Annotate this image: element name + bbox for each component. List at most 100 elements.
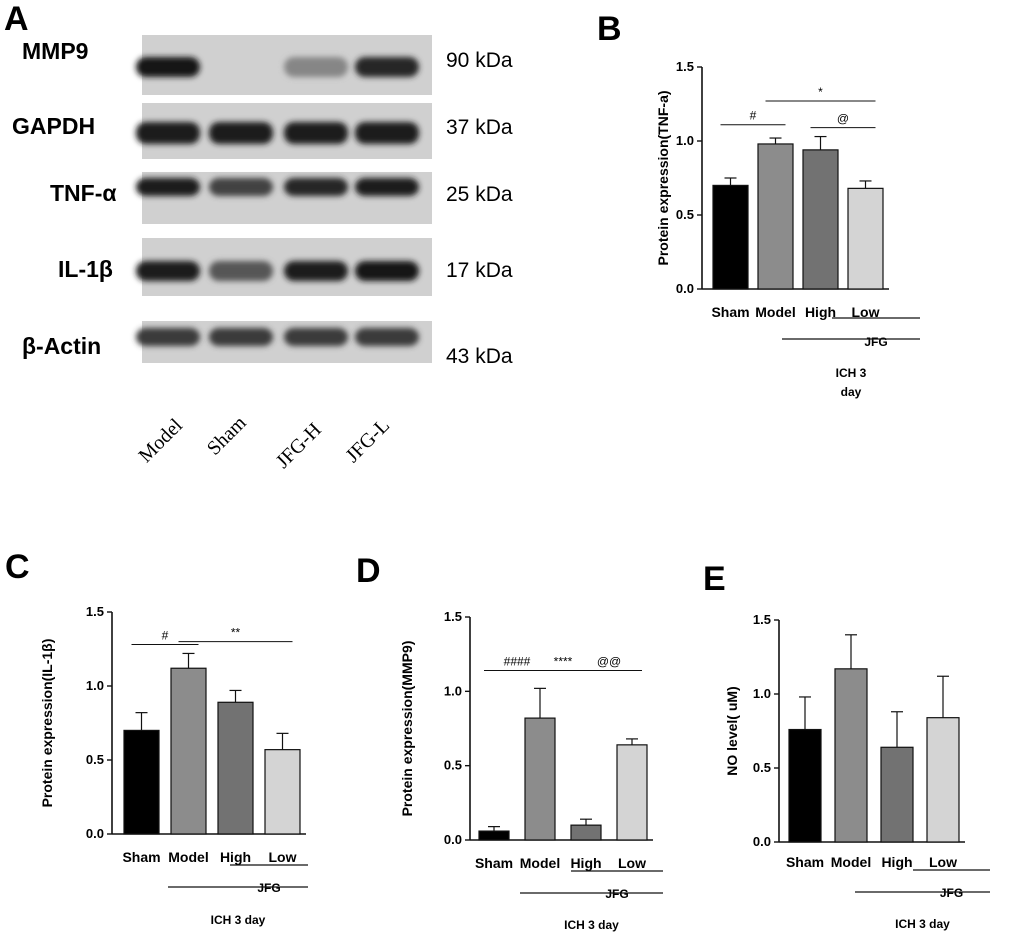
lane-label: JFG-H <box>272 419 326 473</box>
group-label: ICH 3 day <box>895 917 950 931</box>
chart-d: D 0.0 0.5 1.0 1.5 Protein expression(MMP9) Sha… <box>356 552 663 932</box>
y-tick-label: 0.0 <box>753 834 771 849</box>
category-label: High <box>220 849 251 865</box>
group-label: JFG <box>257 881 280 895</box>
blot-band <box>284 122 348 144</box>
bar <box>712 184 749 290</box>
protein-label: β-Actin <box>22 333 101 359</box>
y-tick-label: 0.0 <box>86 826 104 841</box>
group-label: day <box>841 385 862 399</box>
category-label: Low <box>852 304 880 320</box>
blot-row-3: IL-1β 17 kDa <box>58 238 513 296</box>
blot-band <box>136 178 200 196</box>
group-label: JFG <box>864 335 887 349</box>
category-label: High <box>570 855 601 871</box>
significance-mark: # <box>750 109 757 123</box>
panel-letter: C <box>5 548 30 586</box>
y-tick-label: 1.5 <box>86 604 104 619</box>
significance-mark: @@ <box>597 655 621 669</box>
bar <box>847 187 884 290</box>
panel-letter: E <box>703 560 726 598</box>
category-label: High <box>805 304 836 320</box>
blot-band <box>355 328 419 346</box>
blot-band <box>136 57 200 77</box>
chart-c: C 0.0 0.5 1.0 1.5 Protein expression(IL-1β) Sh… <box>5 548 308 927</box>
y-axis-label: NO level( uM) <box>724 686 740 775</box>
y-tick-label: 0.5 <box>753 760 771 775</box>
significance-mark: ** <box>231 626 241 640</box>
category-label: High <box>881 854 912 870</box>
y-tick-label: 0.5 <box>444 758 462 773</box>
blot-band <box>209 122 273 144</box>
group-label: JFG <box>940 886 963 900</box>
y-tick-label: 1.5 <box>444 609 462 624</box>
kda-label: 43 kDa <box>446 345 513 368</box>
blot-row-1: GAPDH 37 kDa <box>12 103 513 159</box>
category-label: Low <box>929 854 957 870</box>
y-tick-label: 0.5 <box>86 752 104 767</box>
bar <box>834 668 868 843</box>
bar <box>880 746 914 843</box>
bar <box>264 749 301 835</box>
chart-b: B 0.0 0.5 1.0 1.5 Protein expression(TNF-a) Sh… <box>597 10 920 399</box>
category-label: Model <box>168 849 208 865</box>
bar <box>616 744 648 841</box>
y-axis-label: Protein expression(IL-1β) <box>39 639 55 808</box>
blot-band <box>209 328 273 346</box>
blot-band <box>284 328 348 346</box>
protein-label: MMP9 <box>22 38 88 64</box>
category-label: Sham <box>122 849 160 865</box>
y-tick-label: 1.0 <box>86 678 104 693</box>
chart-e: E 0.0 0.5 1.0 1.5 NO level( uM) Sham Model High L… <box>703 560 990 931</box>
y-tick-label: 1.5 <box>753 612 771 627</box>
blot-row-4: β-Actin 43 kDa <box>22 321 513 368</box>
lane-label: Model <box>135 414 188 467</box>
blot-band <box>284 57 348 77</box>
protein-label: IL-1β <box>58 256 113 282</box>
category-label: Model <box>831 854 871 870</box>
bar <box>570 824 602 841</box>
significance-mark: @ <box>837 112 849 126</box>
blot-band <box>355 178 419 196</box>
y-axis-label: Protein expression(TNF-a) <box>655 90 671 265</box>
blot-band <box>355 57 419 77</box>
bar <box>524 717 556 841</box>
y-tick-label: 1.5 <box>676 59 694 74</box>
category-label: Model <box>520 855 560 871</box>
kda-label: 17 kDa <box>446 259 513 282</box>
category-label: Model <box>755 304 795 320</box>
kda-label: 25 kDa <box>446 183 513 206</box>
y-axis-label: Protein expression(MMP9) <box>399 641 415 817</box>
blot-band <box>355 261 419 281</box>
y-tick-label: 0.0 <box>444 832 462 847</box>
y-tick-label: 0.5 <box>676 207 694 222</box>
significance-mark: # <box>162 629 169 643</box>
lane-label: Sham <box>203 412 251 460</box>
protein-label: GAPDH <box>12 113 95 139</box>
bar <box>217 701 254 835</box>
group-label: ICH 3 day <box>211 913 266 927</box>
bar <box>802 149 839 290</box>
category-label: Low <box>269 849 297 865</box>
group-label: ICH 3 <box>836 366 867 380</box>
significance-mark: * <box>818 85 823 99</box>
panel-letter-a: A <box>4 0 29 38</box>
blot-band <box>209 178 273 196</box>
panel-letter: D <box>356 552 381 590</box>
y-tick-label: 0.0 <box>676 281 694 296</box>
y-tick-label: 1.0 <box>444 683 462 698</box>
significance-mark: **** <box>554 655 573 669</box>
blot-row-2: TNF-α 25 kDa <box>50 172 513 224</box>
y-tick-label: 1.0 <box>676 133 694 148</box>
category-label: Sham <box>475 855 513 871</box>
kda-label: 90 kDa <box>446 49 513 72</box>
significance-mark: #### <box>504 655 531 669</box>
category-label: Low <box>618 855 646 871</box>
blot-band <box>136 328 200 346</box>
lane-label: JFG-L <box>342 415 394 467</box>
blot-band <box>136 261 200 281</box>
kda-label: 37 kDa <box>446 116 513 139</box>
bar <box>757 143 794 290</box>
bar <box>123 729 160 835</box>
